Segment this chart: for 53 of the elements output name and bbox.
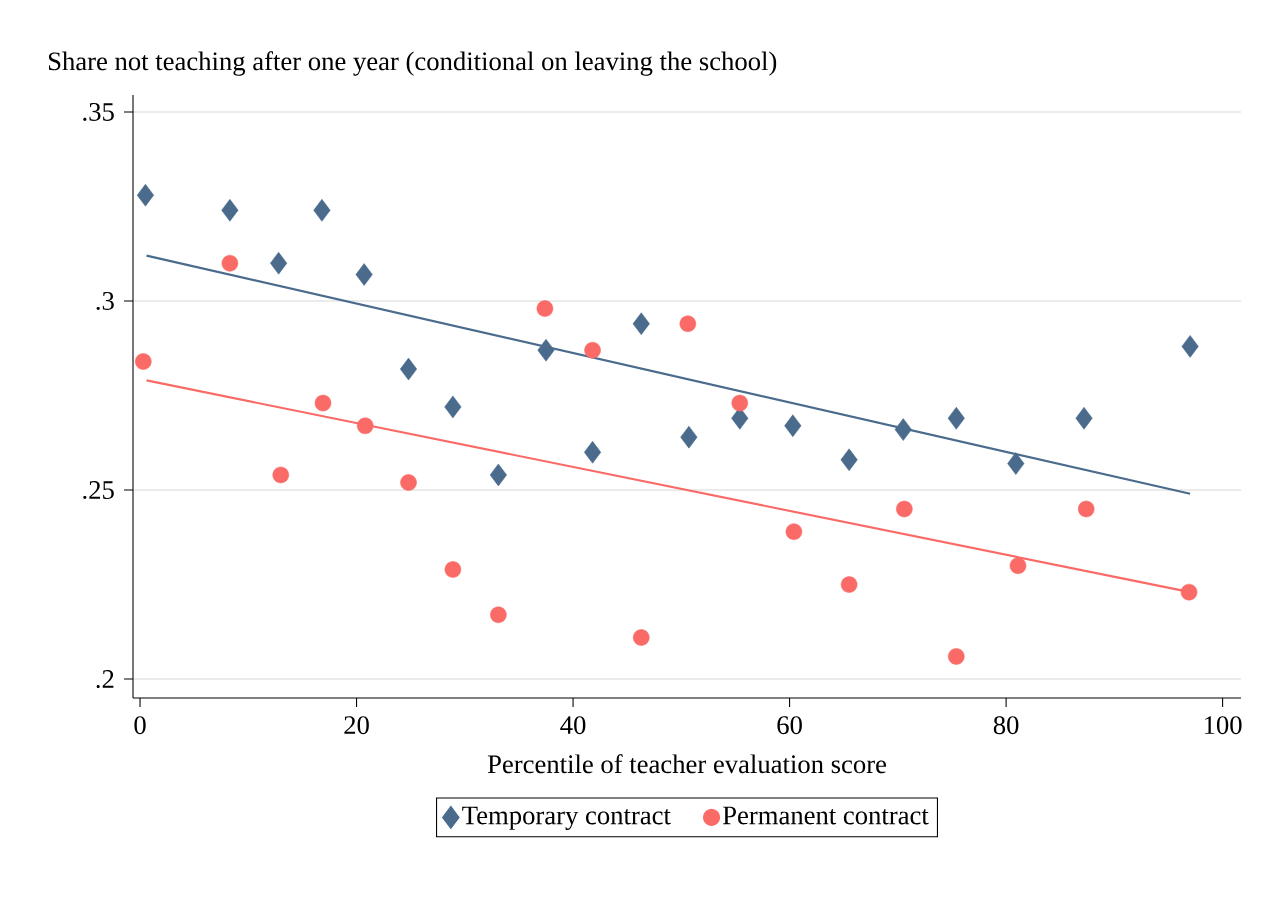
x-tick-label: 20	[344, 716, 369, 735]
point	[896, 500, 913, 518]
point	[444, 561, 462, 578]
point	[489, 463, 507, 487]
point	[731, 394, 749, 412]
point	[356, 417, 374, 435]
point	[1181, 335, 1199, 358]
point	[840, 448, 858, 472]
point	[400, 474, 417, 491]
point	[221, 254, 239, 272]
legend-label: Permanent contract	[722, 806, 929, 825]
point	[1180, 583, 1198, 601]
x-tick-label: 40	[560, 716, 586, 735]
point	[444, 395, 462, 419]
point	[584, 440, 602, 464]
point	[135, 353, 152, 370]
point	[680, 425, 698, 449]
point	[948, 648, 965, 665]
point	[537, 338, 555, 362]
y-axis-title: Share not teaching after one year (conditional on leaving the school)	[48, 51, 777, 76]
y-tick-label: .2	[96, 670, 114, 689]
point	[633, 629, 650, 646]
x-tick-label: 60	[777, 716, 802, 735]
point	[632, 312, 650, 335]
point	[270, 251, 288, 275]
point	[400, 357, 418, 381]
point	[785, 523, 803, 540]
y-tick-label: .25	[83, 481, 114, 500]
x-tick-label: 80	[993, 716, 1019, 735]
point	[1077, 500, 1095, 518]
point	[947, 406, 965, 430]
point	[1009, 557, 1027, 574]
point	[313, 199, 331, 222]
point	[784, 414, 802, 438]
x-tick-label: 0	[134, 716, 146, 735]
point	[584, 341, 601, 359]
y-tick-label: .3	[96, 292, 114, 311]
point	[314, 394, 332, 412]
point	[1007, 452, 1025, 475]
y-tick-label: .35	[83, 102, 114, 122]
point	[136, 183, 154, 207]
point	[679, 315, 697, 332]
point	[355, 263, 373, 286]
point	[221, 199, 239, 222]
point	[490, 606, 507, 624]
point	[1075, 406, 1093, 430]
point	[272, 466, 290, 484]
point	[894, 418, 912, 441]
legend-label: Temporary contract	[462, 806, 671, 830]
x-axis-title: Percentile of teacher evaluation score	[487, 754, 887, 774]
x-tick-label: 100	[1204, 716, 1242, 735]
point	[840, 576, 858, 593]
point	[536, 300, 554, 317]
